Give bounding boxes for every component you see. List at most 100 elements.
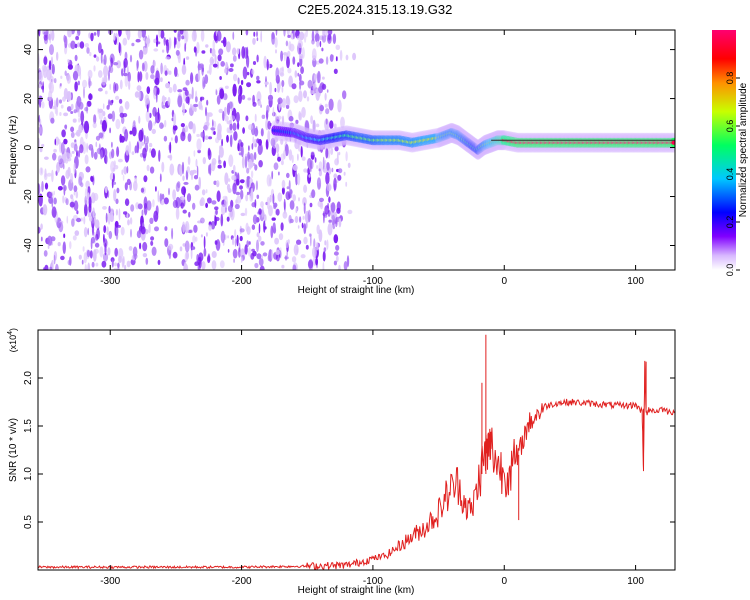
noise-blob <box>275 208 280 216</box>
noise-blob <box>260 241 265 246</box>
noise-blob <box>347 162 351 168</box>
noise-blob <box>161 49 165 53</box>
noise-blob <box>277 192 283 202</box>
noise-blob <box>327 209 331 217</box>
noise-blob <box>153 60 156 67</box>
noise-blob <box>295 207 298 214</box>
noise-blob <box>65 169 70 179</box>
noise-blob <box>309 90 314 95</box>
noise-blob <box>125 145 130 156</box>
noise-blob <box>102 252 109 262</box>
noise-blob <box>107 113 113 120</box>
noise-blob <box>91 261 95 268</box>
noise-blob <box>307 259 314 269</box>
noise-blob <box>113 62 119 66</box>
noise-blob <box>316 256 318 269</box>
noise-blob <box>116 187 120 194</box>
noise-blob <box>142 241 148 252</box>
noise-blob <box>293 30 295 40</box>
noise-blob <box>283 198 286 210</box>
noise-blob <box>179 30 184 35</box>
noise-blob <box>294 215 299 224</box>
noise-blob <box>237 88 240 95</box>
noise-blob <box>84 107 89 112</box>
noise-blob <box>110 210 113 222</box>
noise-blob <box>60 75 63 80</box>
noise-blob <box>55 263 59 270</box>
noise-blob <box>120 226 125 236</box>
noise-blob <box>312 246 317 258</box>
noise-blob <box>287 67 292 74</box>
noise-blob <box>174 135 178 144</box>
noise-blob <box>118 248 124 259</box>
noise-blob <box>314 30 319 34</box>
noise-blob <box>128 80 131 91</box>
noise-blob <box>55 97 59 108</box>
noise-blob <box>58 83 62 89</box>
noise-blob <box>140 187 145 193</box>
noise-blob <box>141 62 145 72</box>
noise-blob <box>198 252 204 262</box>
noise-blob <box>292 164 298 171</box>
noise-blob <box>127 71 131 83</box>
noise-blob <box>75 191 79 199</box>
noise-blob <box>100 149 103 160</box>
noise-blob <box>208 63 212 76</box>
noise-blob <box>339 49 343 61</box>
noise-blob <box>74 54 78 62</box>
noise-blob <box>338 220 342 227</box>
noise-blob <box>203 80 206 88</box>
noise-blob <box>167 155 172 159</box>
noise-blob <box>248 145 250 152</box>
noise-blob <box>212 119 214 128</box>
noise-blob <box>53 190 55 196</box>
noise-blob <box>48 192 53 198</box>
noise-blob <box>156 89 158 103</box>
noise-blob <box>143 134 146 145</box>
noise-blob <box>260 128 264 137</box>
noise-blob <box>163 135 168 142</box>
noise-blob <box>229 122 233 132</box>
noise-blob <box>301 222 304 229</box>
noise-blob <box>240 189 244 200</box>
noise-blob <box>108 69 110 81</box>
noise-blob <box>146 200 152 211</box>
noise-blob <box>116 146 120 157</box>
noise-blob <box>324 92 327 101</box>
noise-blob <box>160 77 163 83</box>
noise-blob <box>287 34 291 39</box>
noise-blob <box>275 30 278 36</box>
noise-blob <box>60 142 65 155</box>
noise-blob <box>105 212 108 223</box>
noise-blob <box>181 35 185 40</box>
noise-blob <box>297 62 300 67</box>
noise-blob <box>96 56 100 62</box>
noise-blob <box>271 32 275 40</box>
noise-blob <box>123 58 128 68</box>
noise-blob <box>234 238 237 247</box>
noise-blob <box>157 259 161 265</box>
noise-blob <box>115 32 118 37</box>
noise-blob <box>73 200 79 211</box>
noise-blob <box>181 186 187 196</box>
noise-blob <box>164 70 168 76</box>
noise-blob <box>281 86 284 93</box>
noise-blob <box>194 236 198 242</box>
noise-blob <box>263 55 267 69</box>
noise-blob <box>163 36 166 46</box>
noise-blob <box>319 104 325 112</box>
noise-blob <box>277 97 283 105</box>
noise-blob <box>256 194 260 199</box>
noise-blob <box>284 256 289 260</box>
snr-x-label: Height of straight line (km) <box>298 585 415 596</box>
noise-blob <box>182 221 186 233</box>
noise-blob <box>59 112 62 116</box>
noise-blob <box>111 110 116 122</box>
noise-blob <box>201 50 206 54</box>
noise-blob <box>43 250 48 257</box>
noise-blob <box>104 90 108 95</box>
noise-blob <box>322 156 325 170</box>
noise-blob <box>296 35 301 41</box>
snr-y-axis: 0.5 1.0 1.5 2.0 <box>23 371 675 529</box>
noise-blob <box>65 198 69 206</box>
